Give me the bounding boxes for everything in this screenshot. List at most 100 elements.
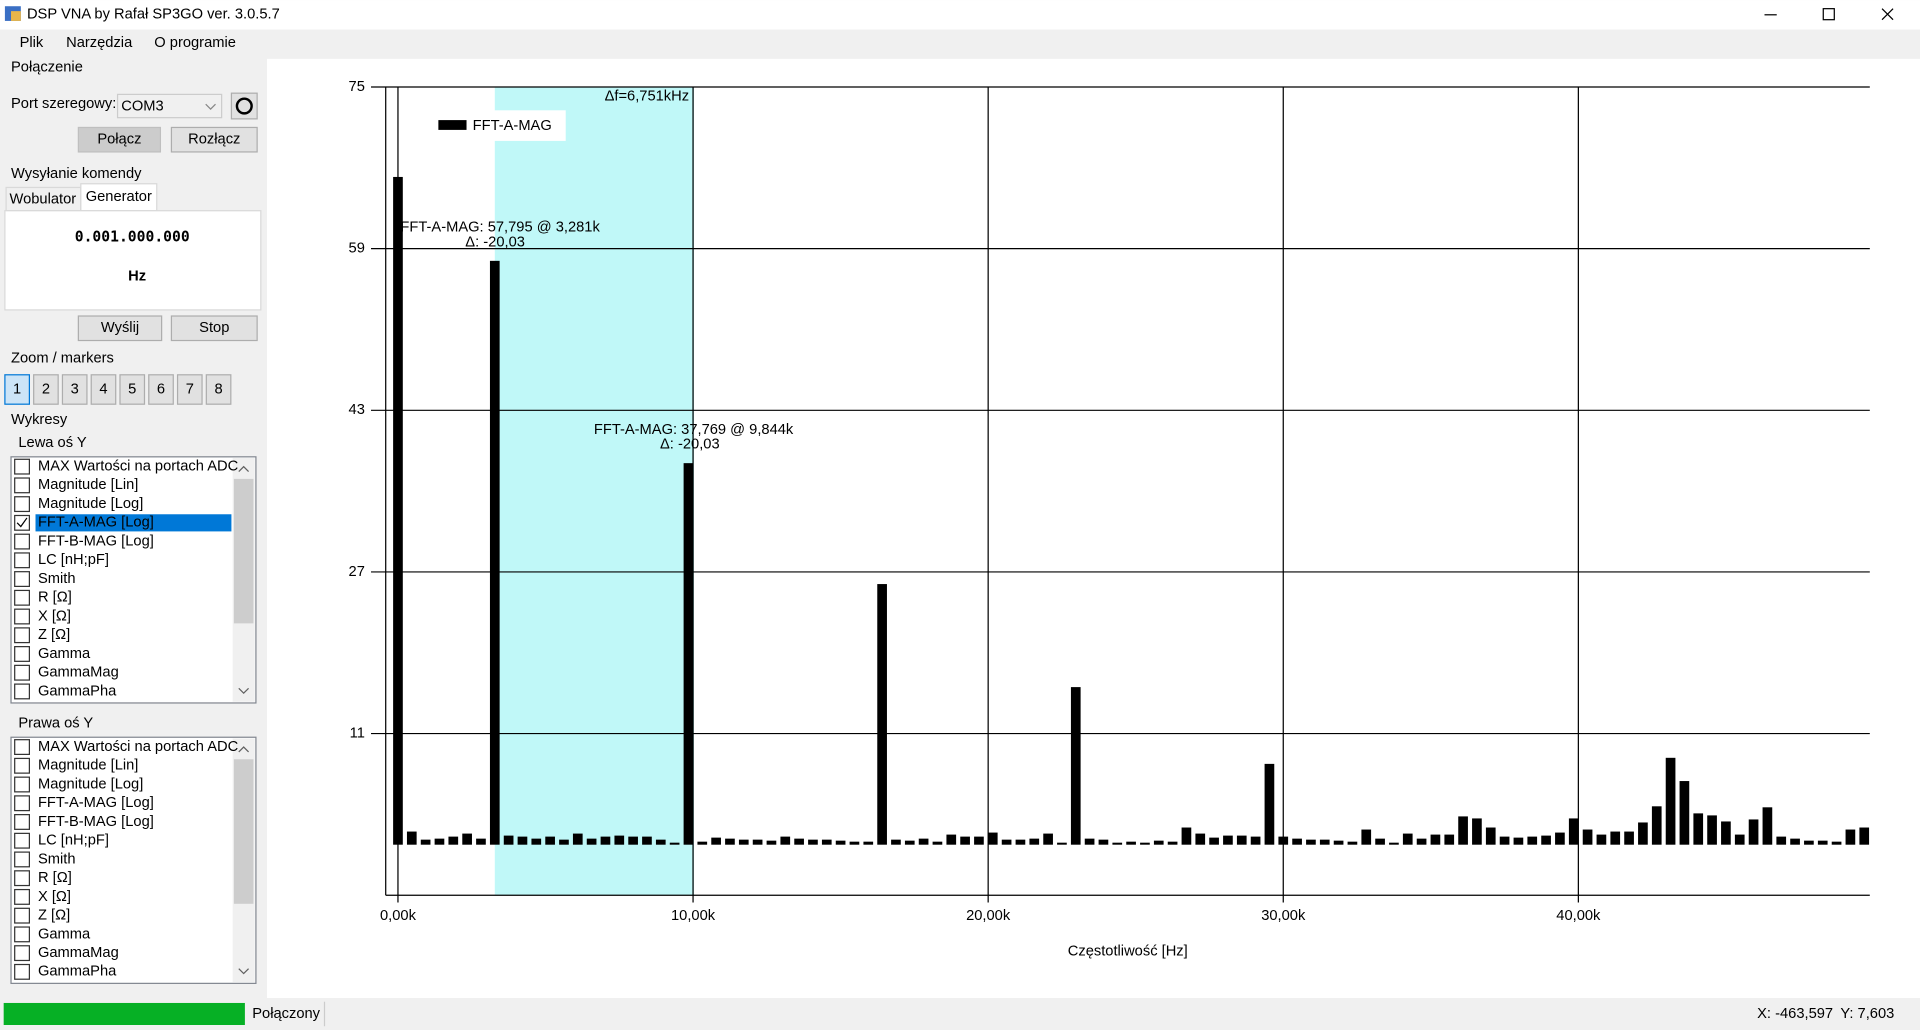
- disconnect-button-box[interactable]: [170, 126, 258, 153]
- checkbox[interactable]: [14, 458, 30, 475]
- zoom-button-box[interactable]: [90, 374, 117, 405]
- checkbox[interactable]: [14, 757, 30, 774]
- connect-button[interactable]: Połącz: [97, 132, 141, 148]
- checkbox[interactable]: [14, 795, 30, 812]
- bar: [1859, 827, 1870, 845]
- checkbox[interactable]: [14, 514, 30, 531]
- bar: [918, 838, 929, 845]
- zoom-button[interactable]: 4: [99, 381, 107, 397]
- tab-label[interactable]: Wobulator: [10, 192, 77, 208]
- checkbox[interactable]: [14, 627, 30, 644]
- list-item[interactable]: FFT-A-MAG [Log]: [38, 515, 154, 531]
- list-item[interactable]: Z [Ω]: [38, 627, 70, 643]
- checkbox[interactable]: [14, 907, 30, 924]
- scroll-up[interactable]: [238, 465, 250, 472]
- checkbox[interactable]: [14, 533, 30, 550]
- scroll-down[interactable]: [238, 968, 250, 975]
- scroll-thumb[interactable]: [233, 478, 254, 624]
- list-item[interactable]: Gamma: [38, 926, 91, 942]
- checkbox[interactable]: [14, 926, 30, 943]
- zoom-button[interactable]: 5: [128, 381, 136, 397]
- list-item[interactable]: Magnitude [Lin]: [38, 758, 138, 774]
- zoom-button[interactable]: 7: [186, 381, 194, 397]
- checkbox[interactable]: [14, 870, 30, 887]
- scroll-up[interactable]: [238, 746, 250, 753]
- send-button-box[interactable]: [77, 315, 163, 342]
- list-item[interactable]: FFT-B-MAG [Log]: [38, 533, 154, 549]
- bar: [1582, 829, 1593, 845]
- checkbox[interactable]: [14, 776, 30, 793]
- list-item[interactable]: LC [nH;pF]: [38, 552, 109, 568]
- list-item[interactable]: MAX Wartości na portach ADC: [38, 739, 239, 755]
- checkbox[interactable]: [14, 945, 30, 962]
- list-item[interactable]: Magnitude [Lin]: [38, 477, 138, 493]
- checkbox[interactable]: [14, 477, 30, 494]
- stop-button[interactable]: Stop: [199, 320, 229, 336]
- list-item[interactable]: Gamma: [38, 646, 91, 662]
- stop-button-box[interactable]: [170, 315, 258, 342]
- checkbox[interactable]: [14, 646, 30, 662]
- list-item[interactable]: GammaMag: [38, 945, 119, 961]
- menu-item[interactable]: Plik: [20, 35, 44, 51]
- close-button[interactable]: [1881, 8, 1894, 21]
- checkbox[interactable]: [14, 832, 30, 849]
- list-item[interactable]: FFT-A-MAG [Log]: [38, 795, 154, 811]
- checkbox[interactable]: [14, 851, 30, 868]
- send-button[interactable]: Wyślij: [101, 320, 139, 336]
- checkbox[interactable]: [14, 739, 30, 755]
- list-item[interactable]: MAX Wartości na portach ADC: [38, 459, 239, 475]
- checkbox[interactable]: [14, 683, 30, 700]
- checkbox[interactable]: [14, 552, 30, 569]
- zoom-button-box[interactable]: [176, 374, 203, 405]
- menu-item[interactable]: Narzędzia: [66, 35, 133, 51]
- zoom-button-box[interactable]: [4, 374, 30, 405]
- list-item[interactable]: R [Ω]: [38, 590, 72, 606]
- checkbox[interactable]: [14, 814, 30, 830]
- zoom-button[interactable]: 3: [71, 381, 79, 397]
- list-item[interactable]: GammaMag: [38, 665, 119, 681]
- list-item[interactable]: R [Ω]: [38, 870, 72, 886]
- checkbox[interactable]: [14, 608, 30, 625]
- list-item[interactable]: Magnitude [Log]: [38, 496, 143, 512]
- list-item[interactable]: GammaPha: [38, 683, 117, 699]
- connect-button-box[interactable]: [77, 126, 162, 153]
- zoom-button-box[interactable]: [205, 374, 232, 405]
- checkbox[interactable]: [14, 589, 30, 606]
- bar: [932, 841, 943, 845]
- restore-button[interactable]: [1822, 8, 1835, 21]
- list-item[interactable]: LC [nH;pF]: [38, 833, 109, 849]
- disconnect-button[interactable]: Rozłącz: [188, 132, 240, 148]
- list-item[interactable]: Z [Ω]: [38, 908, 70, 924]
- list-item[interactable]: Smith: [38, 571, 76, 587]
- zoom-button-box[interactable]: [61, 374, 88, 405]
- list-item[interactable]: Smith: [38, 851, 76, 867]
- tab-selected[interactable]: [80, 183, 158, 212]
- checkbox[interactable]: [14, 963, 30, 980]
- list-item[interactable]: X [Ω]: [38, 889, 71, 905]
- zoom-button-box[interactable]: [33, 374, 59, 405]
- list-item[interactable]: X [Ω]: [38, 608, 71, 624]
- list-item[interactable]: GammaPha: [38, 964, 117, 980]
- checkbox[interactable]: [14, 571, 30, 587]
- zoom-button-box[interactable]: [119, 374, 146, 405]
- port-combo[interactable]: [116, 93, 223, 119]
- scroll-down[interactable]: [238, 687, 250, 695]
- tab-label[interactable]: Generator: [86, 189, 152, 205]
- menu-item[interactable]: O programie: [154, 35, 236, 51]
- refresh-button[interactable]: [230, 92, 258, 120]
- bar: [1043, 833, 1053, 845]
- checkbox[interactable]: [14, 496, 30, 513]
- checkbox[interactable]: [14, 664, 30, 681]
- list-box: [10, 456, 257, 704]
- list-item[interactable]: Magnitude [Log]: [38, 776, 143, 792]
- bar: [1098, 839, 1109, 845]
- bar: [655, 839, 666, 845]
- zoom-button[interactable]: 1: [13, 381, 21, 397]
- checkbox[interactable]: [14, 888, 30, 905]
- list-item[interactable]: FFT-B-MAG [Log]: [38, 814, 154, 830]
- zoom-button[interactable]: 2: [42, 381, 50, 397]
- scroll-thumb[interactable]: [233, 759, 254, 904]
- zoom-button-box[interactable]: [148, 374, 174, 405]
- zoom-button[interactable]: 8: [214, 381, 222, 397]
- zoom-button[interactable]: 6: [157, 381, 165, 397]
